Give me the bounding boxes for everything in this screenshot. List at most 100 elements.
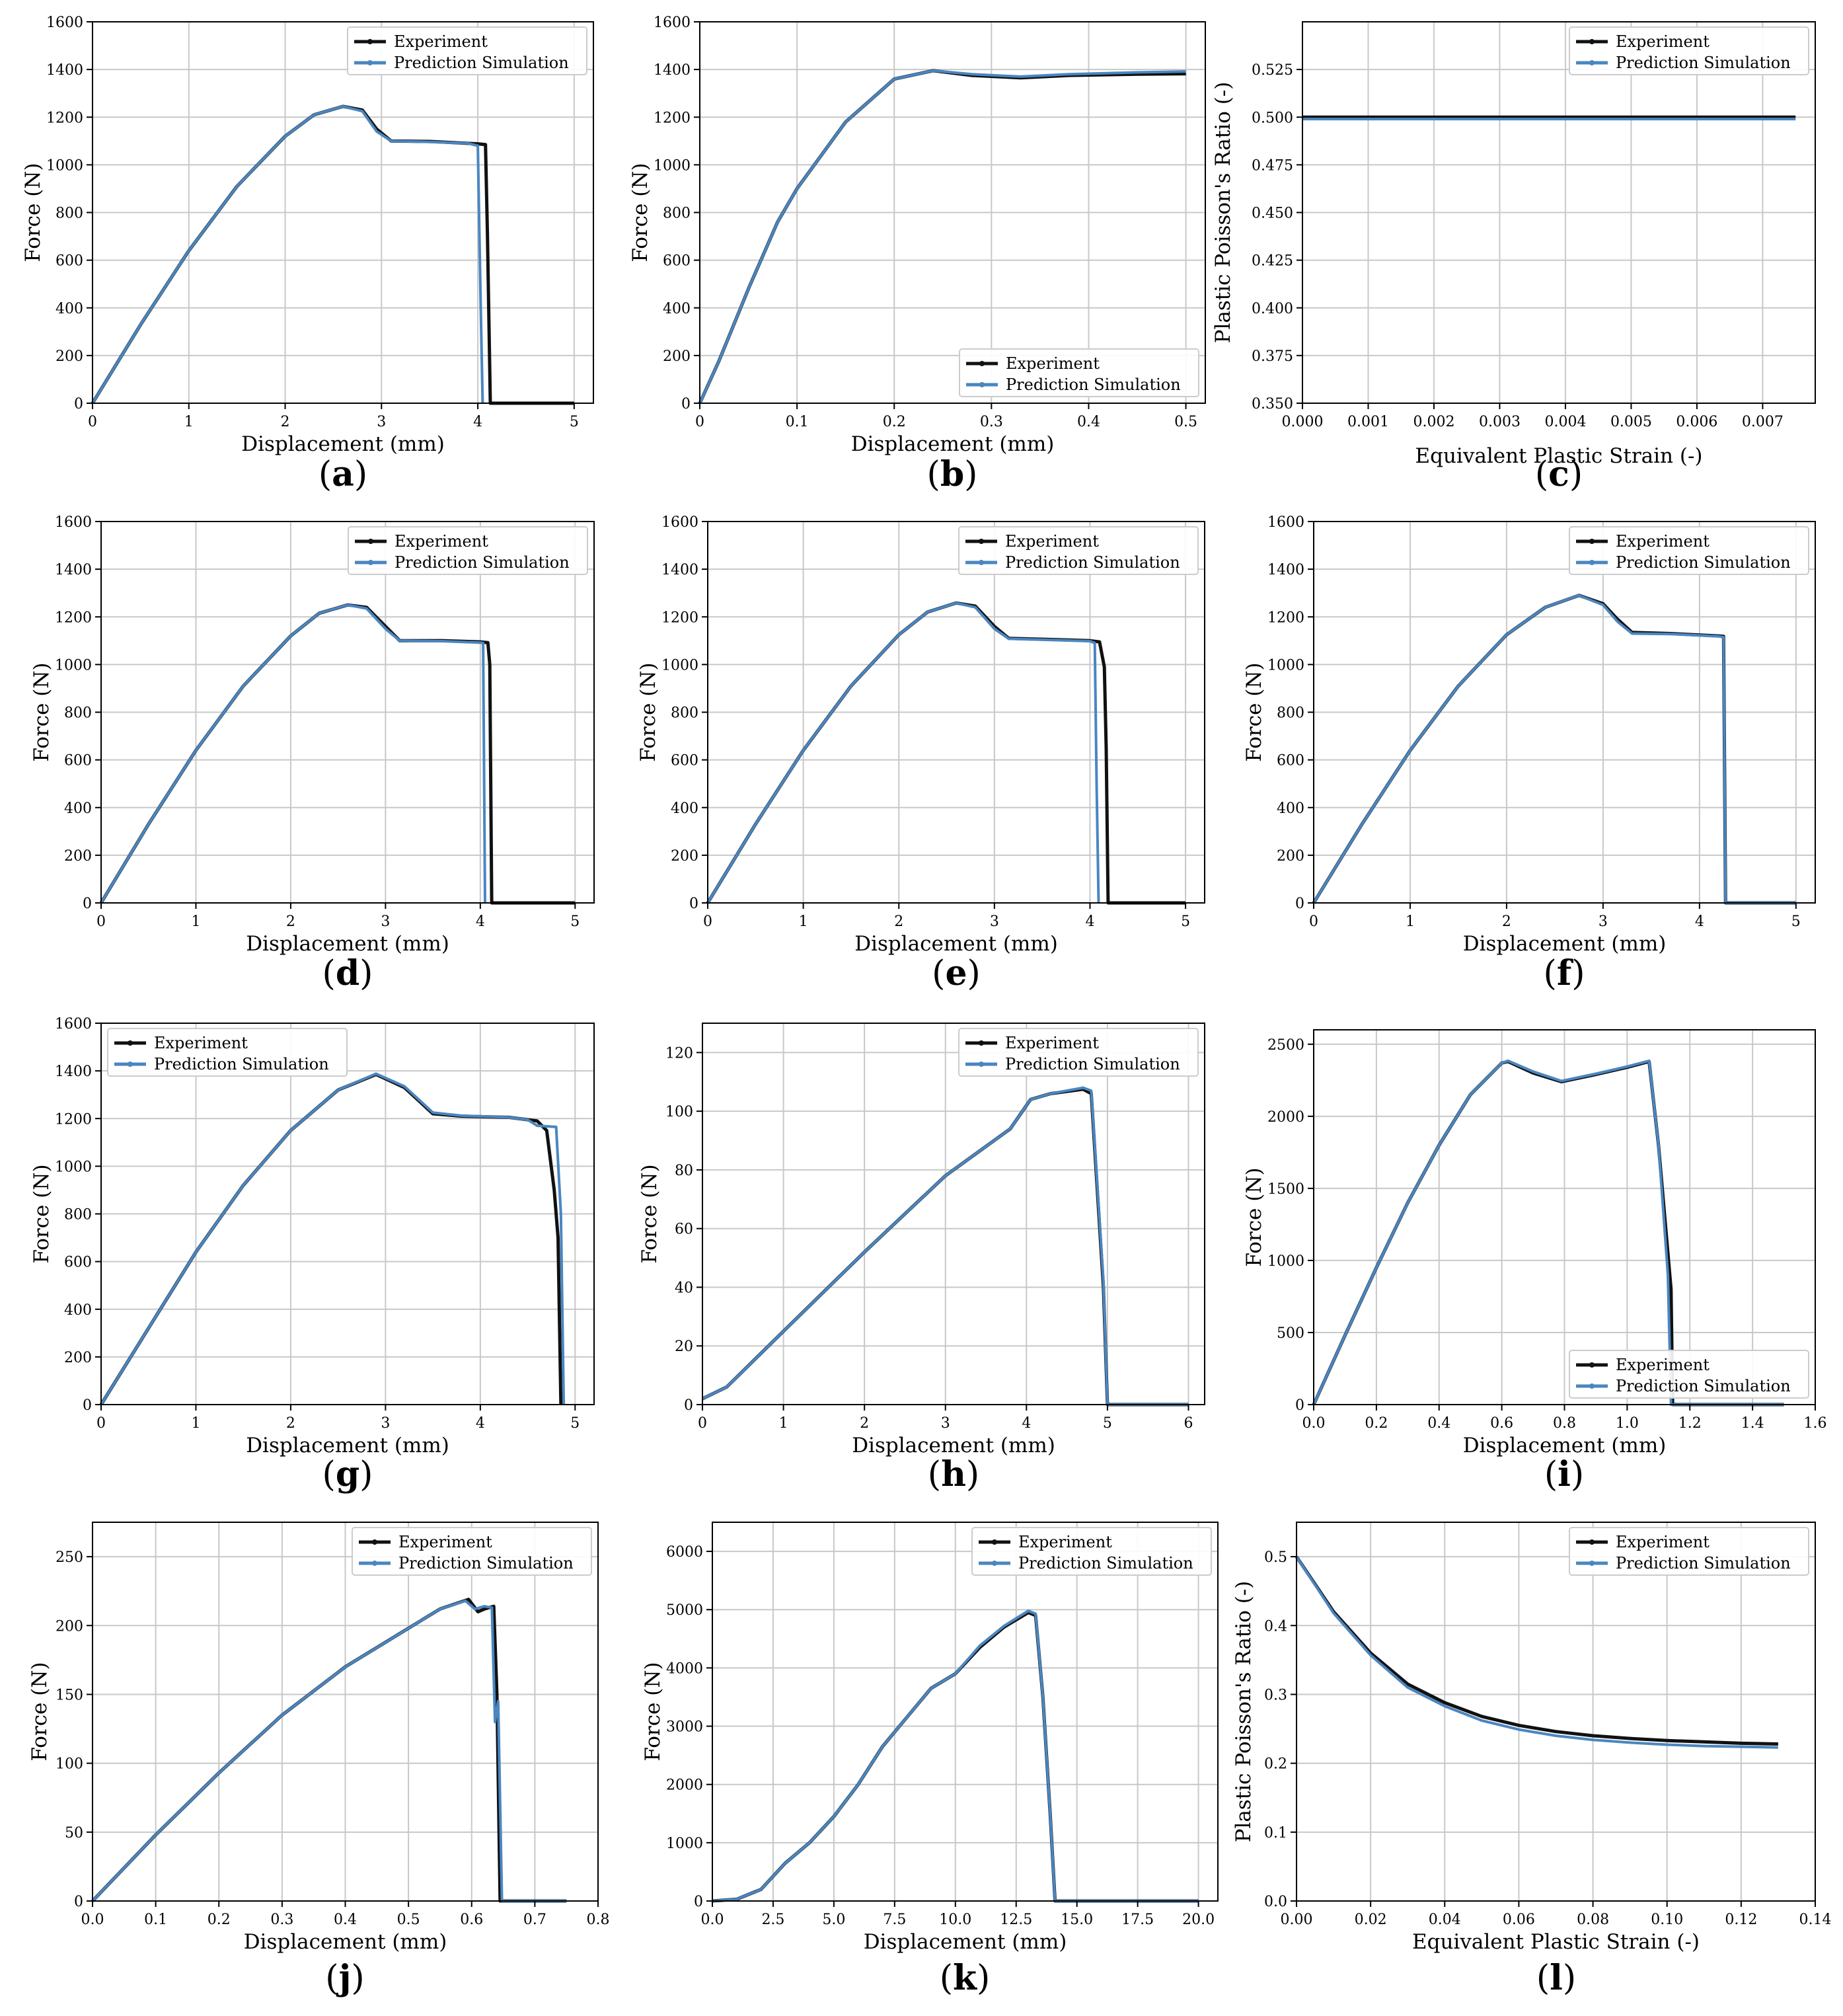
y-axis-label: Force (N) — [636, 662, 660, 761]
panel-letter-close: ) — [964, 455, 977, 494]
panel-letter: (e) — [932, 953, 981, 993]
panel-letter-close: ) — [351, 1958, 364, 1998]
legend-label: Experiment — [1616, 1533, 1710, 1551]
x-tick-label: 0.004 — [1544, 414, 1586, 430]
y-axis-label: Force (N) — [21, 163, 45, 262]
legend-marker — [979, 539, 984, 544]
legend-label: Prediction Simulation — [1006, 375, 1181, 394]
legend-marker — [979, 1040, 984, 1046]
x-tick-label: 0.0 — [81, 1912, 104, 1928]
legend-box — [1569, 26, 1809, 75]
panel-letter: (j) — [325, 1958, 364, 1998]
y-tick-label: 1200 — [661, 609, 698, 626]
y-axis-label: Plastic Poisson's Ratio (-) — [1232, 1581, 1256, 1843]
x-tick-label: 0 — [698, 1415, 707, 1432]
x-tick-label: 0 — [695, 414, 704, 430]
x-axis-label: Displacement (mm) — [241, 432, 445, 456]
x-tick-label: 15.0 — [1061, 1912, 1093, 1928]
x-tick-label: 0.14 — [1799, 1912, 1832, 1928]
series-line-simulation — [91, 105, 484, 405]
y-tick-label: 1400 — [661, 562, 698, 578]
x-tick-label: 2 — [894, 913, 903, 930]
x-tick-label: 0.005 — [1610, 414, 1652, 430]
y-tick-label: 1000 — [1267, 1253, 1304, 1270]
legend-box — [959, 348, 1199, 397]
legend-box — [352, 1527, 592, 1576]
y-tick-label: 2000 — [666, 1777, 703, 1794]
x-axis-label: Displacement (mm) — [246, 1434, 449, 1457]
y-tick-label: 50 — [65, 1825, 83, 1842]
legend-label: Prediction Simulation — [1005, 553, 1180, 572]
legend-marker — [979, 382, 985, 387]
x-tick-label: 0 — [1309, 913, 1318, 930]
panel-letter-open: ( — [932, 954, 945, 993]
x-tick-label: 0 — [88, 414, 97, 430]
series-line-experiment — [91, 1598, 567, 1903]
series-line-experiment — [1295, 1555, 1778, 1746]
legend-box — [107, 1028, 348, 1077]
x-axis-label: Displacement (mm) — [864, 1930, 1067, 1954]
x-tick-label: 4 — [476, 1415, 485, 1432]
y-axis-label: Plastic Poisson's Ratio (-) — [1211, 82, 1235, 344]
panel-letter-close: ) — [1569, 455, 1583, 494]
x-tick-label: 0.006 — [1676, 414, 1717, 430]
y-axis-label: Force (N) — [638, 1164, 661, 1263]
legend-label: Experiment — [1018, 1533, 1112, 1551]
y-tick-label: 200 — [56, 348, 83, 365]
x-tick-label: 7.5 — [883, 1912, 906, 1928]
panel-letter-close: ) — [1571, 1455, 1584, 1494]
y-tick-label: 1400 — [46, 62, 83, 79]
panel-k: 0.0 2.5 5.0 7.5 10.0 12.5 15.0 17.5 20.0 0 1000 200… — [641, 1522, 1219, 1998]
series-line-experiment — [706, 601, 1186, 905]
y-tick-label: 120 — [665, 1045, 693, 1062]
x-tick-label: 0.8 — [587, 1912, 610, 1928]
series-line-simulation — [712, 1609, 1199, 1902]
x-tick-label: 3 — [381, 1415, 390, 1432]
legend-marker — [1589, 1362, 1595, 1368]
y-tick-label: 0.2 — [1264, 1756, 1287, 1773]
y-tick-label: 2000 — [1267, 1109, 1304, 1126]
y-tick-label: 0.4 — [1264, 1618, 1287, 1635]
y-tick-label: 0.450 — [1252, 206, 1293, 222]
x-tick-label: 0 — [96, 1415, 106, 1432]
x-tick-label: 0.4 — [1077, 414, 1100, 430]
panel-letter: (f) — [1544, 953, 1585, 993]
legend-label: Prediction Simulation — [395, 553, 570, 572]
x-tick-label: 3 — [381, 913, 390, 930]
x-tick-label: 0.000 — [1282, 414, 1324, 430]
x-tick-label: 0.1 — [786, 414, 809, 430]
y-axis-label: Force (N) — [1242, 662, 1266, 761]
x-tick-label: 4 — [1085, 913, 1094, 930]
panel-letter-open: ( — [927, 455, 940, 494]
legend-label: Prediction Simulation — [1616, 553, 1791, 572]
panel-a: 0 1 2 3 4 5 0 200 400 600 800 1000 1200 1400 1600 Displ… — [21, 15, 594, 494]
x-tick-label: 0.0 — [1302, 1415, 1326, 1432]
y-tick-label: 1000 — [46, 157, 83, 174]
legend-label: Experiment — [1005, 1034, 1099, 1052]
legend-marker — [367, 39, 373, 44]
panel-letter-text: c — [1548, 454, 1569, 494]
x-tick-label: 0.0 — [701, 1912, 724, 1928]
panel-letter-open: ( — [940, 1958, 953, 1998]
panel-letter-open: ( — [1544, 1455, 1558, 1494]
legend: Experiment Prediction Simulation — [1569, 526, 1809, 575]
x-tick-label: 2 — [1502, 913, 1511, 930]
panel-letter: (b) — [927, 454, 978, 494]
panel-letter-open: ( — [928, 1455, 941, 1494]
legend-box — [971, 1527, 1212, 1576]
panel-d: 0 1 2 3 4 5 0 200 400 600 800 1000 1200 1400 1600 Displ… — [30, 514, 595, 993]
y-tick-label: 1200 — [654, 110, 691, 126]
x-tick-label: 0.002 — [1413, 414, 1454, 430]
legend-marker — [367, 60, 373, 65]
panel-letter-text: i — [1558, 1454, 1571, 1494]
panel-letter-text: k — [953, 1958, 977, 1998]
panel-letter-text: l — [1550, 1958, 1563, 1998]
x-tick-label: 4 — [473, 414, 482, 430]
legend-label: Prediction Simulation — [398, 1554, 574, 1572]
panel-letter-text: g — [336, 1454, 359, 1494]
y-axis-label: Force (N) — [30, 662, 54, 761]
x-tick-label: 0 — [703, 913, 712, 930]
legend-marker — [1589, 1539, 1595, 1545]
panel-letter-close: ) — [1563, 1958, 1576, 1998]
x-tick-label: 1 — [1406, 913, 1415, 930]
